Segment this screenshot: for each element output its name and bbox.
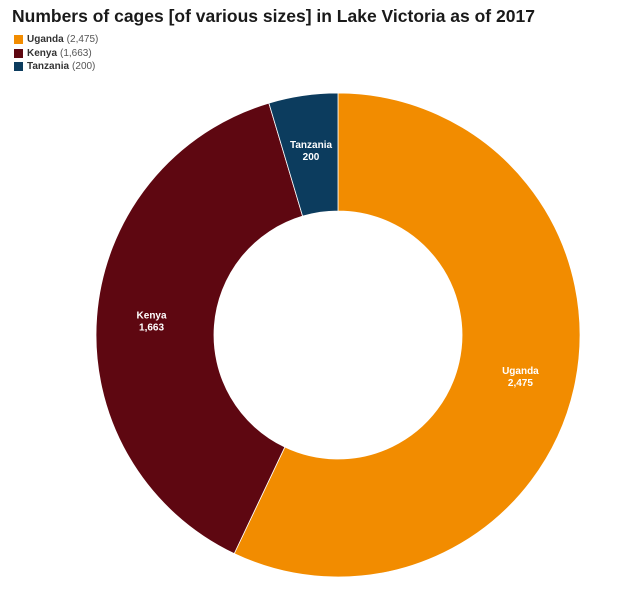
legend-label-kenya: Kenya: [27, 47, 58, 59]
slice-tanzania[interactable]: [268, 92, 339, 217]
legend-value-tanzania: (200): [72, 61, 96, 73]
legend: Uganda (2,475) Kenya (1,663) Tanzania (2…: [14, 33, 98, 74]
legend-value-uganda: (2,475): [66, 34, 99, 46]
legend-swatch-uganda: [14, 35, 23, 45]
legend-value-kenya: (1,663): [60, 47, 92, 59]
slice-kenya[interactable]: [95, 102, 304, 555]
legend-label-tanzania: Tanzania: [27, 61, 70, 73]
legend-swatch-tanzania: [14, 62, 23, 72]
slice-label-tanzania: Tanzania 200: [290, 140, 332, 163]
legend-item-kenya: Kenya (1,663): [14, 47, 98, 61]
legend-label-uganda: Uganda: [27, 34, 64, 46]
slice-uganda[interactable]: [233, 92, 581, 578]
legend-item-tanzania: Tanzania (200): [14, 60, 98, 74]
legend-swatch-kenya: [14, 48, 23, 58]
slice-label-uganda: Uganda 2,475: [502, 366, 539, 389]
slice-label-kenya: Kenya 1,663: [137, 311, 167, 334]
legend-item-uganda: Uganda (2,475): [14, 33, 98, 47]
chart-title: Numbers of cages [of various sizes] in L…: [12, 6, 535, 26]
